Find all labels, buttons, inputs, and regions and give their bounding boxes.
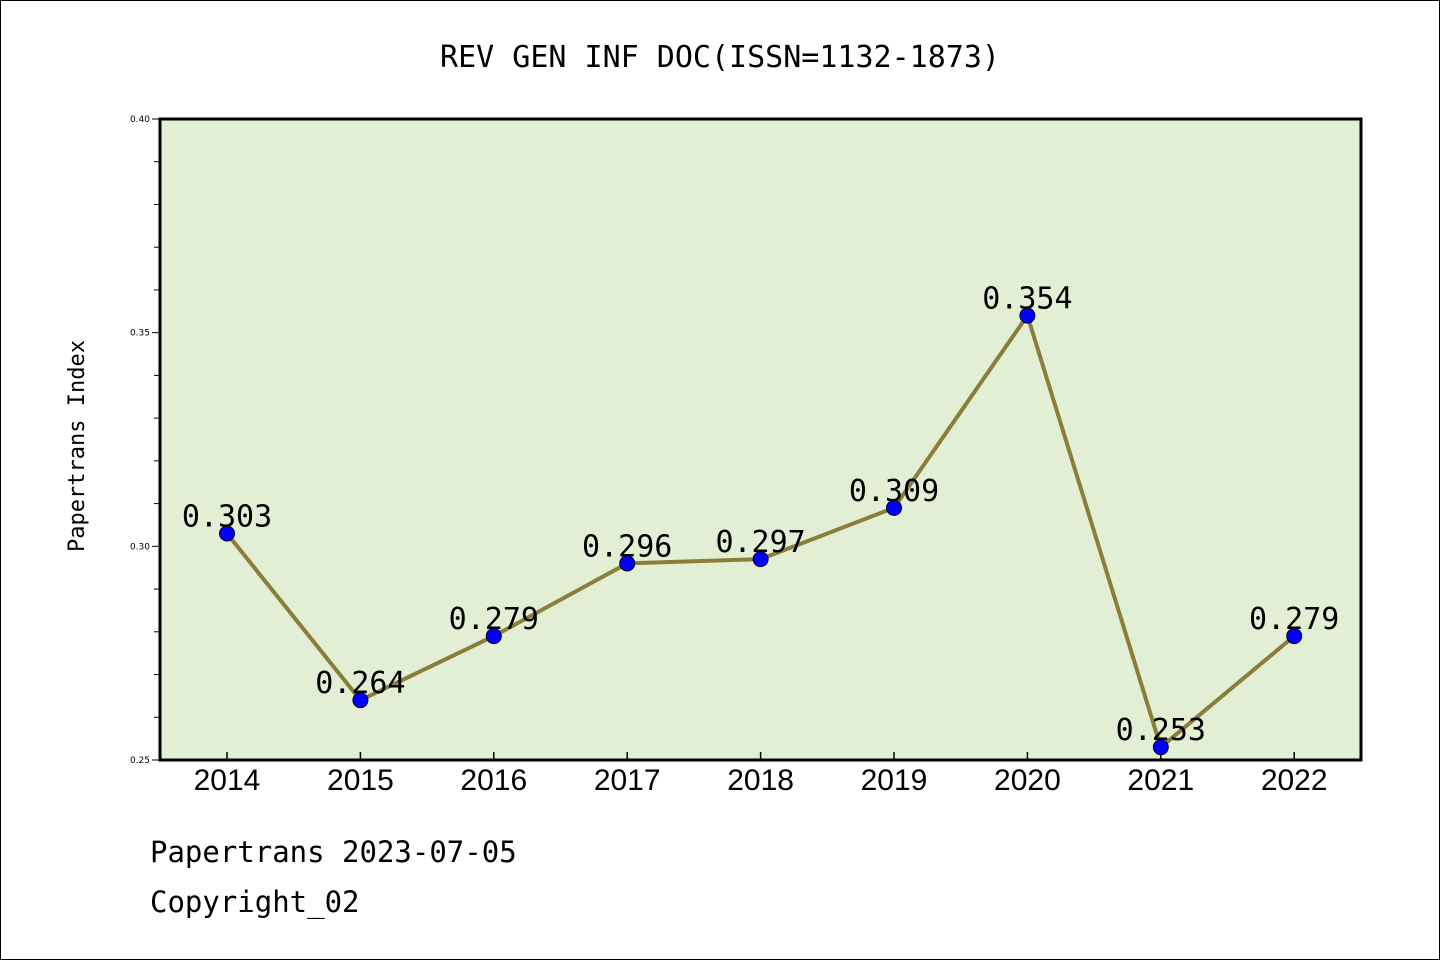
x-tick-label: 2020 xyxy=(994,764,1061,797)
x-tick-label: 2019 xyxy=(861,764,928,797)
data-label: 0.264 xyxy=(315,666,405,701)
y-tick-label: 0.40 xyxy=(130,115,150,125)
chart-title: REV GEN INF DOC(ISSN=1132-1873) xyxy=(440,40,1000,75)
x-tick-label: 2016 xyxy=(460,764,527,797)
data-label: 0.279 xyxy=(1249,602,1339,637)
data-label: 0.354 xyxy=(982,282,1072,317)
data-label: 0.253 xyxy=(1116,713,1206,748)
x-tick-label: 2017 xyxy=(594,764,661,797)
x-tick-label: 2022 xyxy=(1261,764,1328,797)
data-point xyxy=(886,499,902,516)
plot-area xyxy=(158,117,1363,762)
footer-date: Papertrans 2023-07-05 xyxy=(150,835,517,869)
x-tick-label: 2021 xyxy=(1127,764,1194,797)
data-point xyxy=(1019,307,1036,324)
y-tick-label: 0.35 xyxy=(130,329,150,339)
footer-copyright: Copyright_02 xyxy=(150,885,360,919)
data-label: 0.297 xyxy=(715,525,805,560)
data-labels: 0.303 0.264 0.279 0.296 0.297 0.309 0.354 0.253… xyxy=(182,282,1340,749)
x-tick-label: 2018 xyxy=(727,764,794,797)
data-points xyxy=(219,307,1303,756)
data-label: 0.309 xyxy=(849,474,939,509)
data-point xyxy=(752,551,769,568)
data-label: 0.303 xyxy=(182,500,272,535)
data-point xyxy=(219,525,235,542)
data-point xyxy=(485,628,502,645)
data-label: 0.296 xyxy=(582,529,672,564)
data-label: 0.279 xyxy=(449,602,539,637)
y-tick-label: 0.30 xyxy=(130,542,150,552)
y-tick-label: 0.25 xyxy=(130,756,150,766)
data-point xyxy=(1286,628,1303,645)
data-point xyxy=(619,555,636,572)
x-tick-label: 2015 xyxy=(327,764,394,797)
y-axis: 0.25 0.30 0.35 0.40 xyxy=(130,115,160,766)
data-point xyxy=(1152,739,1169,756)
x-axis: 2014 2015 2016 2017 2018 2019 2020 2021 2022 xyxy=(194,752,1328,797)
x-tick-label: 2014 xyxy=(194,764,261,797)
y-axis-label: Papertrans Index xyxy=(65,340,90,552)
data-point xyxy=(352,692,369,709)
